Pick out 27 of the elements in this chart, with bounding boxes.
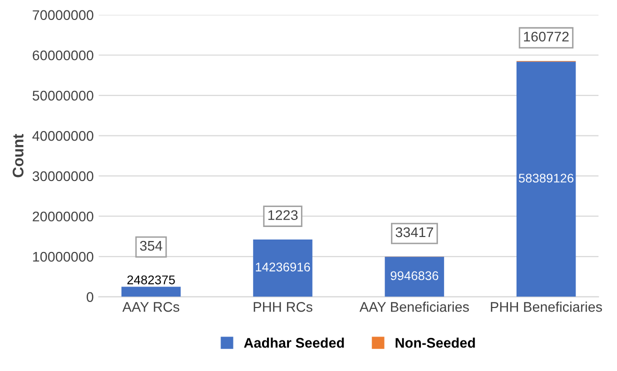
y-tick-label: 10000000: [33, 252, 94, 262]
y-tick-label: 60000000: [32, 50, 94, 60]
data-label: 1223: [268, 210, 298, 220]
x-tick-label: PHH Beneficiaries: [490, 302, 602, 312]
data-label: 160772: [524, 32, 569, 42]
y-tick-label: 50000000: [32, 90, 94, 101]
y-tick-label: 20000000: [32, 212, 94, 222]
bar: [121, 286, 181, 297]
bar: [516, 62, 576, 297]
y-tick-label: 70000000: [32, 10, 94, 20]
legend-label: Non-Seeded: [396, 338, 475, 348]
data-label: 354: [140, 240, 162, 251]
x-tick-label: AAY RCs: [122, 302, 180, 312]
x-tick-label: AAY Beneficiaries: [360, 302, 469, 312]
data-label: 9946836: [390, 271, 438, 280]
legend-label: Aadhar Seeded: [244, 338, 344, 348]
y-tick-label: 0: [86, 292, 94, 302]
bar: [253, 239, 312, 297]
x-tick-label: PHH RCs: [254, 302, 312, 312]
data-label: 2482375: [127, 275, 175, 284]
y-tick-label: 40000000: [32, 131, 94, 141]
bar: [384, 256, 444, 297]
data-label: 14236916: [256, 262, 310, 272]
y-axis-title: Count: [12, 134, 24, 178]
data-label: 33417: [396, 227, 434, 238]
data-label: 58389126: [518, 174, 574, 183]
y-tick-label: 30000000: [32, 171, 94, 182]
